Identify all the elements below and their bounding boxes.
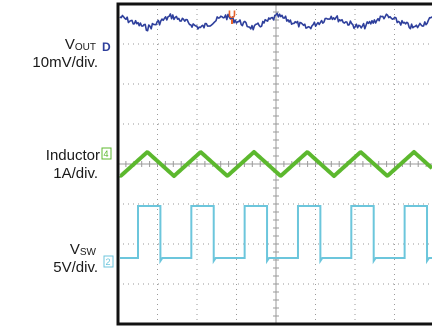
inductor-label: Inductor <box>45 147 100 164</box>
vsw-trace <box>120 205 432 265</box>
vsw-label: VSW <box>6 241 96 261</box>
vout-label-sub: OUT <box>74 42 96 53</box>
scope-grid <box>117 3 432 325</box>
vout-channel-marker: D <box>102 40 111 54</box>
vsw-channel-marker: 2 <box>106 257 111 267</box>
vout-label: VOUT <box>6 36 96 56</box>
vout-label-base: V <box>64 36 75 53</box>
inductor-scale-label: 1A/div. <box>53 165 98 182</box>
vsw-scale-label: 5V/div. <box>53 259 98 276</box>
inductor-trace <box>119 150 432 178</box>
vsw-label-base: V <box>69 241 80 258</box>
inductor-marker-box <box>101 147 112 160</box>
trigger-marker: U <box>228 9 236 21</box>
vsw-marker-box <box>103 255 114 268</box>
vsw-label-sub: SW <box>79 247 96 258</box>
vout-trace <box>119 12 432 32</box>
scope-frame <box>116 2 432 326</box>
inductor-channel-marker: 4 <box>104 149 109 159</box>
vout-scale-label: 10mV/div. <box>32 54 98 71</box>
